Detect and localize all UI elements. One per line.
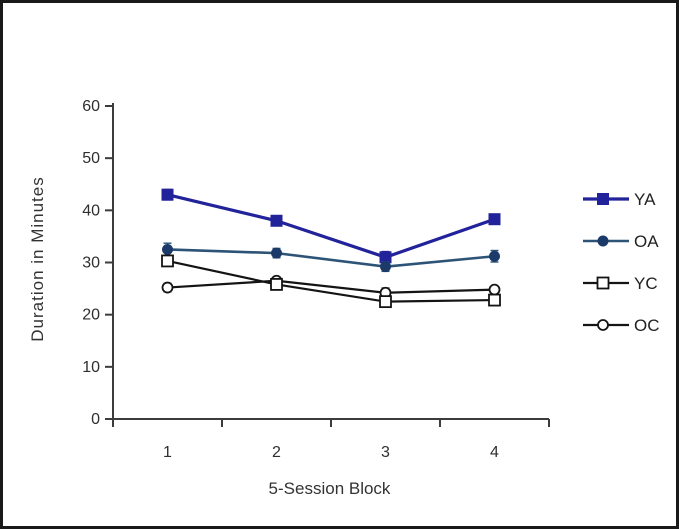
y-axis-title: Duration in Minutes: [28, 176, 47, 342]
y-tick-label: 0: [91, 411, 100, 428]
legend-marker-ya-icon: [583, 193, 629, 205]
x-tick-label: 4: [490, 444, 499, 461]
y-tick-label: 30: [82, 255, 100, 272]
x-axis-title: 5-Session Block: [268, 479, 391, 498]
marker-square-filled: [488, 213, 501, 226]
y-tick-label: 40: [82, 202, 100, 219]
legend-marker-oa-icon: [583, 235, 629, 247]
legend-marker-square-open: [596, 276, 610, 290]
marker-square-open: [161, 254, 174, 268]
y-tick-label: 50: [82, 150, 100, 167]
legend-label-oc: OC: [634, 315, 660, 335]
series-line-oa: [167, 248, 495, 268]
marker-square-filled: [161, 188, 174, 201]
line-chart-canvas: 0 10 20 30 40 50 60 1 2 3 4: [82, 98, 550, 461]
marker-circle-filled: [380, 261, 391, 273]
y-tick-label: 20: [82, 307, 100, 324]
legend-marker-circle: [597, 235, 609, 247]
series-line-ya: [167, 193, 496, 259]
legend-marker-yc-icon: [583, 276, 629, 290]
legend: YA OA YC OC: [583, 178, 660, 346]
marker-circle-filled: [162, 243, 173, 255]
marker-square-open: [379, 295, 392, 309]
legend-marker-square: [597, 193, 609, 205]
x-tick-label: 1: [163, 444, 172, 461]
y-tick-label: 60: [82, 98, 100, 115]
legend-label-oa: OA: [634, 231, 659, 251]
legend-label-ya: YA: [634, 189, 656, 209]
legend-label-yc: YC: [634, 273, 658, 293]
marker-square-filled: [270, 214, 283, 227]
series-line-oc: [167, 279, 495, 294]
legend-marker-oc-icon: [583, 319, 629, 331]
marker-circle-open: [488, 283, 501, 296]
legend-entry-oa: OA: [583, 220, 660, 262]
x-tick-label: 3: [381, 444, 390, 461]
marker-circle-open: [161, 281, 174, 294]
marker-circle-filled: [489, 250, 500, 262]
legend-entry-ya: YA: [583, 178, 660, 220]
marker-square-filled: [379, 251, 392, 264]
marker-square-open: [488, 293, 501, 307]
legend-entry-yc: YC: [583, 262, 660, 304]
y-tick-label: 10: [82, 359, 100, 376]
series-line-yc: [167, 259, 495, 303]
legend-marker-circle-open: [597, 319, 609, 331]
x-tick-label: 2: [272, 444, 281, 461]
marker-circle-filled: [271, 247, 282, 259]
legend-entry-oc: OC: [583, 304, 660, 346]
marker-square-open: [270, 278, 283, 291]
